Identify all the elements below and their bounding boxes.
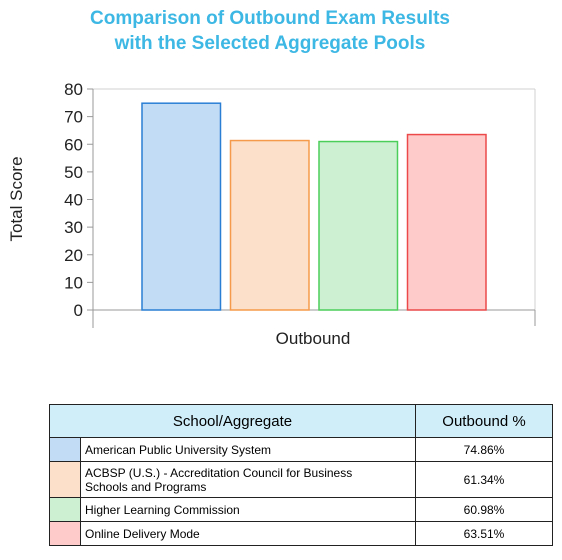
row-pct: 60.98% [415,497,553,522]
bar [318,140,399,311]
row-name-line: American Public University System [85,442,272,457]
row-pct: 63.51% [415,521,553,546]
y-tick-label: 70 [64,108,83,127]
row-name: Higher Learning Commission [80,497,416,522]
x-axis-label: Outbound [276,329,351,348]
y-tick-label: 40 [64,191,83,210]
table-header-row: School/Aggregate Outbound % [49,404,553,438]
table-row: Higher Learning Commission 60.98% [49,497,553,522]
bar [141,102,222,311]
legend-swatch-online [49,521,81,546]
row-name-line: Higher Learning Commission [85,502,240,517]
table-row: American Public University System 74.86% [49,437,553,462]
chart-title: Comparison of Outbound Exam Results with… [0,6,540,56]
chart-title-line-1: Comparison of Outbound Exam Results [90,8,450,29]
row-name-line: ACBSP (U.S.) - Accreditation Council for… [85,465,353,480]
row-pct: 61.34% [415,461,553,498]
table-row: Online Delivery Mode 63.51% [49,521,553,546]
row-name: ACBSP (U.S.) - Accreditation Council for… [80,461,416,498]
legend-swatch-acbsp [49,461,81,498]
row-name: Online Delivery Mode [80,521,416,546]
y-axis-label: Total Score [7,156,26,241]
row-pct: 74.86% [415,437,553,462]
column-header-outbound: Outbound % [415,404,553,438]
y-tick-label: 80 [64,80,83,99]
table-row: ACBSP (U.S.) - Accreditation Council for… [49,461,553,498]
y-tick-label: 30 [64,218,83,237]
y-tick-label: 20 [64,246,83,265]
legend-swatch-apus [49,437,81,462]
y-tick-label: 10 [64,273,83,292]
y-tick-label: 0 [74,301,83,320]
bar [229,139,310,311]
row-name-line-2: Schools and Programs [85,479,207,494]
results-table: School/Aggregate Outbound % American Pub… [49,404,553,546]
y-tick-label: 60 [64,135,83,154]
bar-chart: 0 10 20 30 40 50 60 70 80 Total Score Outbound [7,80,536,348]
column-header-school: School/Aggregate [49,404,416,438]
y-tick-label: 50 [64,163,83,182]
row-name-line: Online Delivery Mode [85,526,200,541]
legend-swatch-hlc [49,497,81,522]
row-name: American Public University System [80,437,416,462]
chart-title-line-2: with the Selected Aggregate Pools [114,33,426,54]
bar [406,133,487,311]
